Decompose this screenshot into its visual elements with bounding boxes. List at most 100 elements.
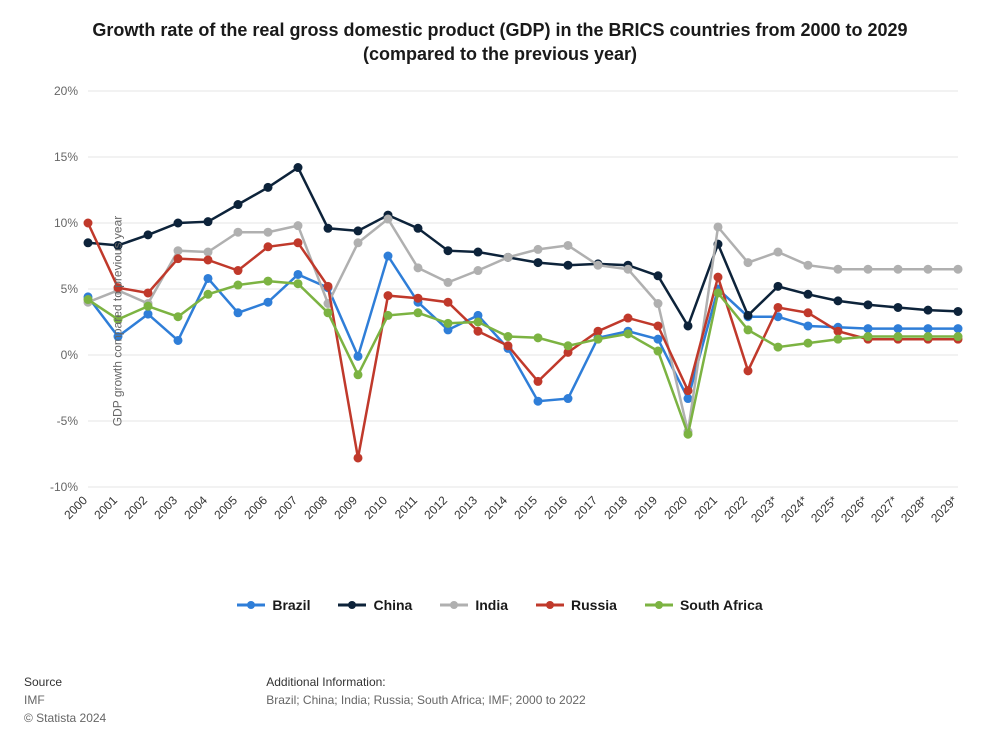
y-tick-label: 0% [61,348,79,362]
series-marker [505,342,512,349]
series-marker [805,261,812,268]
series-marker [505,253,512,260]
legend-label: India [475,597,508,613]
x-tick-label: 2027* [868,493,900,525]
series-marker [415,224,422,231]
series-marker [625,330,632,337]
series-marker [235,309,242,316]
addinfo-label: Additional Information: [266,673,586,691]
x-tick-label: 2009 [331,493,360,522]
series-marker [595,327,602,334]
x-tick-label: 2013 [451,493,480,522]
x-tick-label: 2007 [271,493,300,522]
series-marker [925,325,932,332]
series-marker [265,243,272,250]
series-marker [565,395,572,402]
series-marker [535,377,542,384]
x-tick-label: 2004 [181,493,210,522]
legend-item-china[interactable]: China [338,597,412,613]
y-axis-label: GDP growth compared to previous year [110,215,124,426]
series-marker [445,319,452,326]
legend-item-india[interactable]: India [440,597,508,613]
series-marker [355,239,362,246]
series-marker [265,183,272,190]
copyright: © Statista 2024 [24,709,106,727]
x-tick-label: 2020 [661,493,690,522]
series-marker [865,301,872,308]
series-marker [175,255,182,262]
y-tick-label: 10% [54,216,78,230]
series-marker [745,259,752,266]
series-line-south-africa [88,281,958,434]
series-marker [175,313,182,320]
x-tick-label: 2014 [481,493,510,522]
series-marker [775,304,782,311]
series-marker [205,218,212,225]
series-marker [235,281,242,288]
series-marker [355,371,362,378]
series-marker [355,454,362,461]
series-marker [445,247,452,254]
legend-item-south-africa[interactable]: South Africa [645,597,763,613]
series-marker [745,311,752,318]
series-marker [325,282,332,289]
series-marker [265,298,272,305]
x-tick-label: 2003 [151,493,180,522]
series-marker [445,298,452,305]
series-marker [805,290,812,297]
series-marker [295,164,302,171]
x-tick-label: 2001 [91,493,120,522]
series-marker [265,277,272,284]
series-marker [715,273,722,280]
series-marker [415,264,422,271]
series-marker [955,333,962,340]
series-line-brazil [88,256,958,401]
series-marker [295,239,302,246]
x-tick-label: 2023* [748,493,780,525]
series-marker [685,387,692,394]
series-marker [925,306,932,313]
series-marker [325,224,332,231]
series-marker [955,325,962,332]
series-marker [175,247,182,254]
x-tick-label: 2018 [601,493,630,522]
x-tick-label: 2019 [631,493,660,522]
source-value: IMF [24,691,106,709]
x-tick-label: 2024* [778,493,810,525]
footer-source: Source IMF © Statista 2024 [24,673,106,727]
legend-item-russia[interactable]: Russia [536,597,617,613]
series-marker [475,248,482,255]
series-marker [85,296,92,303]
series-marker [175,337,182,344]
series-marker [685,395,692,402]
y-tick-label: -5% [57,414,79,428]
series-marker [565,242,572,249]
series-marker [475,267,482,274]
x-tick-label: 2026* [838,493,870,525]
legend-item-brazil[interactable]: Brazil [237,597,310,613]
series-marker [565,261,572,268]
series-marker [595,261,602,268]
series-marker [295,222,302,229]
series-marker [355,227,362,234]
series-marker [385,252,392,259]
series-marker [685,322,692,329]
series-marker [835,297,842,304]
series-line-china [88,167,958,325]
series-marker [925,265,932,272]
legend-label: Brazil [272,597,310,613]
series-marker [565,342,572,349]
series-marker [205,290,212,297]
x-tick-label: 2010 [361,493,390,522]
series-marker [835,327,842,334]
x-tick-label: 2025* [808,493,840,525]
legend-swatch [440,598,468,612]
y-tick-label: 5% [61,282,79,296]
x-tick-label: 2022 [721,493,750,522]
x-tick-label: 2000 [61,493,90,522]
series-marker [865,333,872,340]
series-marker [385,215,392,222]
y-tick-label: 15% [54,150,78,164]
series-marker [775,282,782,289]
series-marker [955,265,962,272]
